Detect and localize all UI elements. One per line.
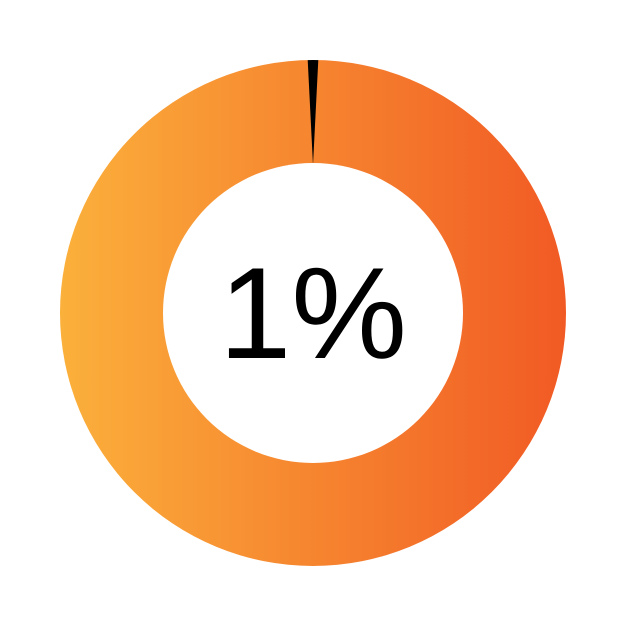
donut-percentage-chart: 1% — [0, 0, 626, 626]
percentage-label: 1% — [219, 248, 407, 378]
